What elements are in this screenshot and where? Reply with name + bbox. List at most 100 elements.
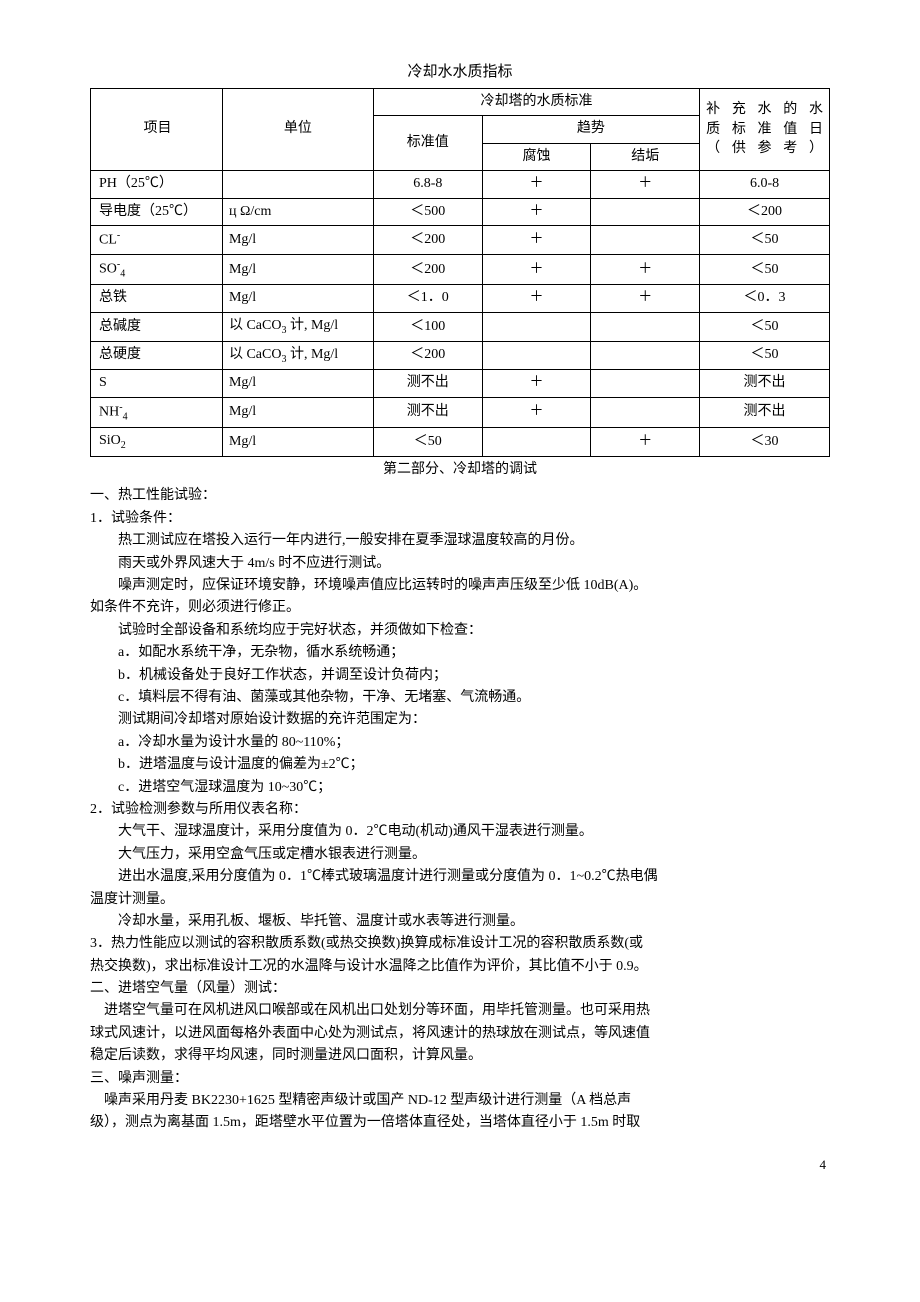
cell-corrosion: ＋	[482, 370, 591, 397]
cell-ref: ＜30	[700, 428, 830, 457]
body-line: 噪声采用丹麦 BK2230+1625 型精密声级计或国产 ND-12 型声级计进…	[90, 1090, 830, 1112]
body-line: 噪声测定时，应保证环境安静，环境噪声值应比运转时的噪声声压级至少低 10dB(A…	[90, 575, 830, 597]
body-line: 一、热工性能试验：	[90, 485, 830, 507]
cell-scaling: ＋	[591, 428, 700, 457]
cell-item: S	[91, 370, 223, 397]
cell-item: 总硬度	[91, 341, 223, 370]
cell-std: 测不出	[373, 397, 482, 427]
body-line: a．冷却水量为设计水量的 80~110%；	[90, 732, 830, 754]
cell-std: ＜200	[373, 225, 482, 254]
cell-std: ＜100	[373, 312, 482, 341]
cell-scaling	[591, 198, 700, 225]
table-row: SO-4Mg/l＜200＋＋＜50	[91, 255, 830, 285]
cell-ref: ＜50	[700, 312, 830, 341]
cell-item: SO-4	[91, 255, 223, 285]
cell-scaling	[591, 312, 700, 341]
body-line: b．进塔温度与设计温度的偏差为±2℃；	[90, 754, 830, 776]
cell-unit: Mg/l	[222, 225, 373, 254]
cell-scaling	[591, 397, 700, 427]
cell-ref: 测不出	[700, 397, 830, 427]
cell-scaling: ＋	[591, 285, 700, 312]
table-row: SiO2Mg/l＜50 ＋＜30	[91, 428, 830, 457]
cell-unit: Mg/l	[222, 428, 373, 457]
header-scaling: 结垢	[591, 143, 700, 170]
cell-item: 总碱度	[91, 312, 223, 341]
cell-corrosion: ＋	[482, 198, 591, 225]
cell-std: ＜50	[373, 428, 482, 457]
table-row: 总硬度以 CaCO3 计, Mg/l＜200＜50	[91, 341, 830, 370]
header-unit: 单位	[222, 89, 373, 171]
cell-scaling	[591, 225, 700, 254]
header-trend: 趋势	[482, 116, 699, 143]
cell-ref: ＜50	[700, 225, 830, 254]
cell-item: 总铁	[91, 285, 223, 312]
body-line: 试验时全部设备和系统均应于完好状态，并须做如下检查：	[90, 620, 830, 642]
body-line: 雨天或外界风速大于 4m/s 时不应进行测试。	[90, 553, 830, 575]
body-line: 稳定后读数，求得平均风速，同时测量进风口面积，计算风量。	[90, 1045, 830, 1067]
body-line: a．如配水系统干净，无杂物，循水系统畅通；	[90, 642, 830, 664]
cell-unit: Mg/l	[222, 370, 373, 397]
header-std-val: 标准值	[373, 116, 482, 171]
body-line: 2．试验检测参数与所用仪表名称：	[90, 799, 830, 821]
body-text-container: 一、热工性能试验：1．试验条件：热工测试应在塔投入运行一年内进行,一般安排在夏季…	[90, 485, 830, 1134]
cell-std: ＜200	[373, 255, 482, 285]
page-number: 4	[90, 1155, 830, 1176]
cell-ref: ＜50	[700, 341, 830, 370]
cell-corrosion	[482, 341, 591, 370]
cell-std: 测不出	[373, 370, 482, 397]
cell-unit: 以 CaCO3 计, Mg/l	[222, 341, 373, 370]
header-corrosion: 腐蚀	[482, 143, 591, 170]
body-line: 进塔空气量可在风机进风口喉部或在风机出口处划分等环面，用毕托管测量。也可采用热	[90, 1000, 830, 1022]
cell-corrosion	[482, 312, 591, 341]
table-row: 导电度（25℃）ц Ω/cm＜500＋ ＜200	[91, 198, 830, 225]
cell-corrosion: ＋	[482, 285, 591, 312]
table-row: 总碱度以 CaCO3 计, Mg/l＜100 ＜50	[91, 312, 830, 341]
body-line: 三、噪声测量：	[90, 1068, 830, 1090]
table-row: CL-Mg/l＜200＋ ＜50	[91, 225, 830, 254]
table-row: PH（25℃）6.8-8＋＋6.0-8	[91, 171, 830, 198]
cell-item: 导电度（25℃）	[91, 198, 223, 225]
body-line: b．机械设备处于良好工作状态，并调至设计负荷内；	[90, 665, 830, 687]
cell-item: CL-	[91, 225, 223, 254]
body-line: 如条件不充许，则必须进行修正。	[90, 597, 830, 619]
table-row: 总铁Mg/l＜1．0＋＋＜0．3	[91, 285, 830, 312]
cell-unit: ц Ω/cm	[222, 198, 373, 225]
cell-scaling	[591, 341, 700, 370]
body-line: 1．试验条件：	[90, 508, 830, 530]
cell-std: 6.8-8	[373, 171, 482, 198]
cell-scaling: ＋	[591, 255, 700, 285]
body-line: 冷却水量，采用孔板、堰板、毕托管、温度计或水表等进行测量。	[90, 911, 830, 933]
body-line: 二、进塔空气量（风量）测试：	[90, 978, 830, 1000]
cell-item: SiO2	[91, 428, 223, 457]
header-tower-std: 冷却塔的水质标准	[373, 89, 699, 116]
table-row: NH-4Mg/l测不出＋测不出	[91, 397, 830, 427]
cell-ref: 6.0-8	[700, 171, 830, 198]
section2-title: 第二部分、冷却塔的调试	[90, 459, 830, 481]
body-line: 热工测试应在塔投入运行一年内进行,一般安排在夏季湿球温度较高的月份。	[90, 530, 830, 552]
body-line: c．进塔空气湿球温度为 10~30℃；	[90, 777, 830, 799]
cell-std: ＜500	[373, 198, 482, 225]
cell-ref: ＜200	[700, 198, 830, 225]
cell-corrosion: ＋	[482, 397, 591, 427]
cell-ref: 测不出	[700, 370, 830, 397]
body-line: 温度计测量。	[90, 889, 830, 911]
body-line: c．填料层不得有油、菌藻或其他杂物，干净、无堵塞、气流畅通。	[90, 687, 830, 709]
body-line: 大气干、湿球温度计，采用分度值为 0．2℃电动(机动)通风干湿表进行测量。	[90, 821, 830, 843]
cell-std: ＜1．0	[373, 285, 482, 312]
table-title: 冷却水水质指标	[90, 60, 830, 84]
cell-corrosion: ＋	[482, 255, 591, 285]
table-row: SMg/l测不出＋测不出	[91, 370, 830, 397]
body-line: 大气压力，采用空盒气压或定槽水银表进行测量。	[90, 844, 830, 866]
header-ref: 补充水的水 质标准值日 （供参考）	[700, 89, 830, 171]
cell-corrosion: ＋	[482, 225, 591, 254]
cell-unit: 以 CaCO3 计, Mg/l	[222, 312, 373, 341]
cell-item: NH-4	[91, 397, 223, 427]
cell-corrosion: ＋	[482, 171, 591, 198]
cell-item: PH（25℃）	[91, 171, 223, 198]
body-line: 球式风速计，以进风面每格外表面中心处为测试点，将风速计的热球放在测试点，等风速值	[90, 1023, 830, 1045]
body-line: 测试期间冷却塔对原始设计数据的充许范围定为：	[90, 709, 830, 731]
header-item: 项目	[91, 89, 223, 171]
body-line: 级），测点为离基面 1.5m，距塔壁水平位置为一倍塔体直径处，当塔体直径小于 1…	[90, 1112, 830, 1134]
cell-unit: Mg/l	[222, 397, 373, 427]
cell-unit	[222, 171, 373, 198]
